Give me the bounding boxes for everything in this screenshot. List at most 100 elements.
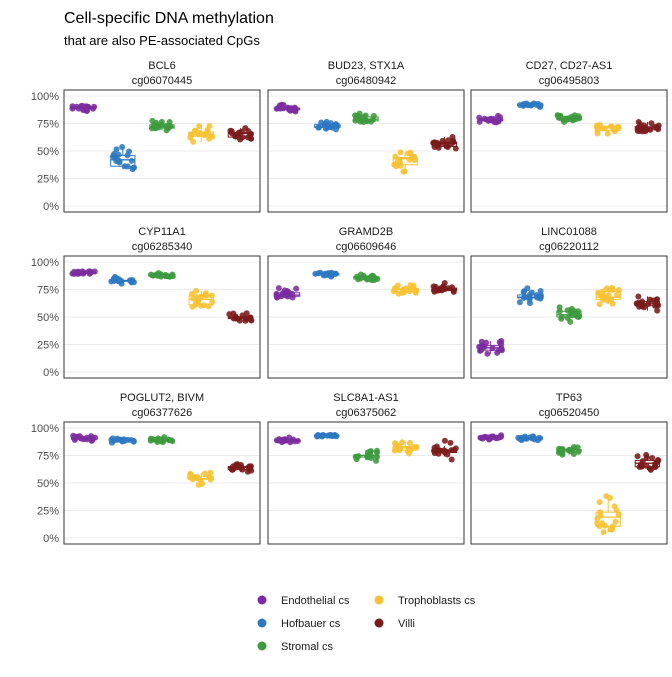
data-point [234, 315, 241, 322]
data-point [397, 149, 404, 156]
data-point [165, 125, 172, 132]
box-hofbauer-cs [516, 285, 544, 307]
data-point [498, 347, 505, 354]
data-point [636, 126, 643, 133]
data-point [524, 285, 531, 292]
panel-cpg-label: cg06220112 [539, 241, 599, 253]
data-point [367, 118, 374, 125]
chart-subtitle: that are also PE-associated CpGs [64, 33, 260, 48]
data-point [121, 437, 128, 444]
panel-gene-label: GRAMD2B [339, 226, 393, 238]
box-villi [430, 280, 458, 295]
box-hofbauer-cs [108, 435, 137, 446]
data-point [205, 303, 212, 310]
box-stromal-cs [352, 110, 379, 125]
data-point [194, 474, 201, 481]
box-stromal-cs [554, 112, 583, 125]
data-point [89, 105, 96, 112]
panel-gene-label: LINC01088 [541, 226, 597, 238]
data-point [400, 168, 407, 175]
panel-5: GRAMD2B cg06609646 [267, 226, 465, 379]
data-point [374, 275, 381, 282]
data-point [604, 130, 611, 137]
data-point [190, 138, 197, 145]
y-tick-label: 25% [37, 506, 59, 518]
data-point [370, 112, 377, 119]
data-point [154, 122, 161, 129]
data-point [108, 278, 115, 285]
legend-key [257, 641, 267, 651]
data-point [406, 446, 413, 453]
panel-gene-label: BUD23, STX1A [328, 60, 405, 72]
panel-7: POGLUT2, BIVM cg06377626 0% 25% 50% 75% 100% [31, 392, 261, 545]
box-villi [431, 437, 459, 463]
data-point [567, 310, 574, 317]
box-stromal-cs [147, 270, 176, 280]
data-point [485, 434, 492, 441]
data-point [192, 127, 199, 134]
data-point [326, 432, 333, 439]
data-point [189, 303, 196, 310]
data-point [575, 313, 582, 320]
data-point [601, 522, 608, 529]
legend-label: Endothelial cs [281, 595, 350, 607]
data-point [441, 437, 448, 444]
panel-border [267, 421, 465, 545]
data-point [158, 118, 165, 125]
data-point [564, 314, 571, 321]
data-point [328, 269, 335, 276]
panel-border [63, 255, 261, 379]
data-point [609, 526, 616, 533]
panel-6: LINC01088 cg06220112 [470, 226, 668, 379]
panel-3: CD27, CD27-AS1 cg06495803 [470, 60, 668, 213]
box-villi [227, 461, 255, 475]
y-tick-label: 50% [37, 312, 59, 324]
panel-9: TP63 cg06520450 [470, 392, 668, 545]
data-point [128, 157, 135, 164]
data-point [643, 454, 650, 461]
legend-item: Endothelial cs [257, 595, 350, 607]
data-point [147, 435, 154, 442]
panel-border [470, 255, 668, 379]
data-point [406, 439, 413, 446]
data-point [603, 493, 610, 500]
legend-key [257, 618, 267, 628]
data-point [399, 439, 406, 446]
panel-cpg-label: cg06609646 [336, 241, 397, 253]
data-point [294, 437, 301, 444]
data-point [452, 145, 459, 152]
box-trophoblasts-cs [595, 284, 622, 308]
box-villi [634, 451, 662, 473]
data-point [608, 123, 615, 130]
panel-gene-label: CD27, CD27-AS1 [526, 60, 613, 72]
data-point [193, 287, 200, 294]
box-endothelial-cs [273, 434, 301, 446]
data-point [403, 285, 410, 292]
panel-4: CYP11A1 cg06285340 0% 25% 50% 75% 100% [31, 226, 261, 379]
box-trophoblasts-cs [188, 287, 216, 310]
box-hofbauer-cs [110, 143, 137, 173]
data-point [130, 164, 137, 171]
data-point [236, 130, 243, 137]
box-villi [633, 293, 662, 314]
data-point [227, 127, 234, 134]
box-stromal-cs [148, 117, 175, 134]
data-point [239, 312, 246, 319]
box-villi [634, 119, 662, 135]
panel-border [63, 421, 261, 545]
data-point [395, 290, 402, 297]
panel-1: BCL6 cg06070445 0% 25% 50% 75% 100% [31, 60, 261, 213]
data-point [91, 268, 98, 275]
data-point [558, 315, 565, 322]
data-point [526, 294, 533, 301]
data-point [649, 454, 656, 461]
data-point [648, 120, 655, 127]
box-trophoblasts-cs [391, 439, 420, 457]
data-point [201, 131, 208, 138]
data-point [207, 474, 214, 481]
y-tick-label: 25% [37, 340, 59, 352]
data-point [352, 453, 359, 460]
data-point [84, 107, 91, 114]
data-point [615, 287, 622, 294]
box-stromal-cs [147, 434, 176, 446]
